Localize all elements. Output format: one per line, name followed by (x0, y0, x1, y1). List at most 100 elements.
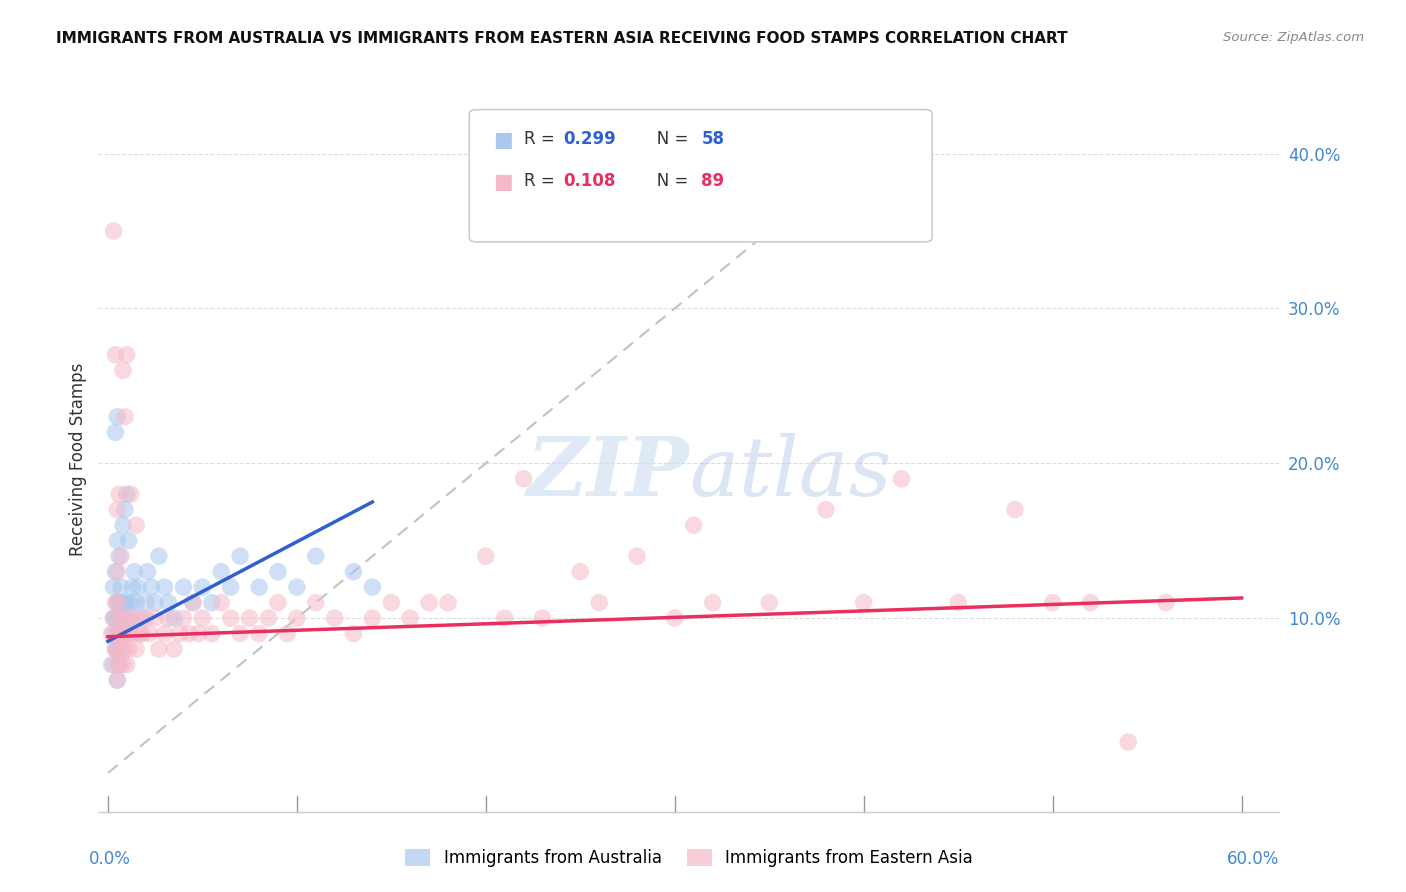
Point (229, 549, 252, 564)
Point (141, 580, 163, 594)
Point (135, 596, 157, 610)
Text: IMMIGRANTS FROM AUSTRALIA VS IMMIGRANTS FROM EASTERN ASIA RECEIVING FOOD STAMPS : IMMIGRANTS FROM AUSTRALIA VS IMMIGRANTS … (56, 31, 1069, 46)
Point (115, 626, 138, 640)
Text: R =: R = (524, 130, 560, 148)
Point (172, 580, 194, 594)
Point (121, 611, 143, 625)
Point (108, 657, 131, 672)
Point (569, 565, 592, 579)
Point (153, 580, 176, 594)
Point (108, 549, 131, 564)
Point (1154, 596, 1177, 610)
Text: Source: ZipAtlas.com: Source: ZipAtlas.com (1223, 31, 1364, 45)
Legend: Immigrants from Australia, Immigrants from Eastern Asia: Immigrants from Australia, Immigrants fr… (398, 842, 980, 874)
Point (103, 626, 125, 640)
Point (475, 549, 498, 564)
Point (111, 626, 134, 640)
Point (111, 596, 134, 610)
Text: 60.0%: 60.0% (1227, 850, 1279, 869)
Point (105, 673, 128, 687)
Point (153, 626, 176, 640)
Point (111, 626, 134, 640)
Point (111, 363, 134, 377)
Point (890, 472, 912, 486)
Point (110, 549, 132, 564)
Point (104, 348, 127, 362)
Point (191, 611, 214, 625)
Point (257, 611, 280, 625)
Point (115, 348, 138, 362)
Point (100, 626, 122, 640)
Point (531, 611, 554, 625)
Point (108, 487, 131, 501)
Point (682, 518, 704, 533)
Point (247, 626, 270, 640)
Point (103, 611, 125, 625)
Point (114, 642, 136, 657)
Point (110, 642, 132, 657)
Point (105, 596, 128, 610)
Point (143, 611, 166, 625)
Point (148, 549, 170, 564)
Point (114, 611, 136, 625)
Point (108, 626, 131, 640)
Point (108, 596, 131, 610)
Point (380, 596, 402, 610)
Point (1042, 596, 1064, 610)
Point (114, 502, 136, 516)
Point (758, 596, 780, 610)
Point (664, 611, 686, 625)
Point (209, 596, 232, 610)
Point (103, 657, 125, 672)
Point (276, 626, 298, 640)
Point (120, 626, 142, 640)
Point (588, 596, 610, 610)
Point (399, 611, 422, 625)
Point (229, 626, 252, 640)
Point (110, 611, 132, 625)
Point (125, 642, 148, 657)
Text: 0.0%: 0.0% (89, 850, 131, 869)
Point (103, 611, 125, 625)
Point (105, 611, 128, 625)
Point (148, 642, 170, 657)
Y-axis label: Receiving Food Stamps: Receiving Food Stamps (69, 363, 87, 556)
Point (494, 611, 516, 625)
Point (114, 409, 136, 424)
Point (104, 425, 127, 440)
Point (118, 642, 141, 657)
Point (105, 596, 128, 610)
Point (104, 565, 127, 579)
Point (157, 611, 180, 625)
Point (118, 533, 141, 548)
Point (131, 611, 153, 625)
Point (209, 565, 232, 579)
Text: 0.299: 0.299 (564, 130, 616, 148)
Point (115, 487, 138, 501)
Point (131, 626, 153, 640)
Point (111, 657, 134, 672)
Point (121, 580, 143, 594)
Point (127, 611, 149, 625)
Point (135, 611, 157, 625)
Point (852, 596, 875, 610)
Text: N =: N = (641, 172, 693, 190)
Point (305, 596, 328, 610)
Text: R =: R = (524, 172, 560, 190)
Text: 89: 89 (702, 172, 724, 190)
Point (1080, 596, 1102, 610)
Point (120, 487, 142, 501)
Point (115, 626, 138, 640)
Point (239, 611, 262, 625)
Point (110, 580, 132, 594)
Point (120, 596, 142, 610)
Point (105, 502, 128, 516)
Text: 58: 58 (702, 130, 724, 148)
Point (702, 596, 724, 610)
Point (181, 596, 204, 610)
Point (437, 596, 460, 610)
Point (814, 502, 837, 516)
Point (105, 626, 128, 640)
Point (305, 549, 328, 564)
Point (187, 626, 209, 640)
